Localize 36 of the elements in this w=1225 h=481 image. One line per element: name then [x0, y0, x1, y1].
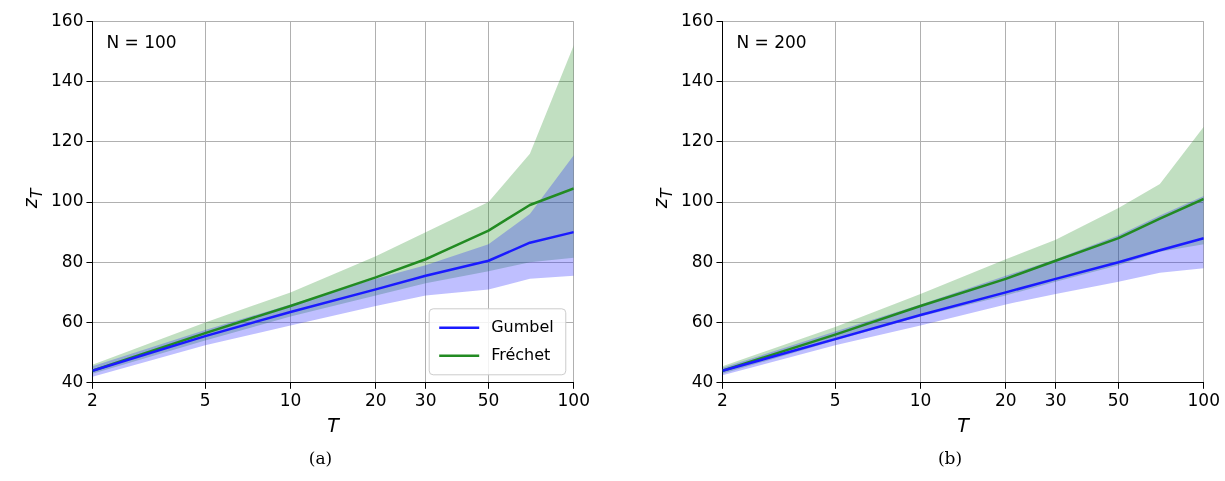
- x-tick-label: 50: [477, 390, 500, 411]
- y-tick-label: 160: [50, 9, 84, 30]
- text: (a): [307, 448, 334, 468]
- x-tick-label: 30: [1044, 390, 1066, 411]
- x-tick-label: 5: [829, 390, 841, 411]
- x-tick-label: 50: [1107, 390, 1129, 411]
- x-axis-title: T: [956, 413, 970, 436]
- x-tick-label: 30: [414, 390, 437, 411]
- x-tick-label: 2: [716, 390, 728, 411]
- y-tick-label: 140: [680, 69, 713, 90]
- y-tick-label: 60: [61, 310, 84, 331]
- y-tick-label: 120: [680, 130, 713, 151]
- y-tick-label: 80: [61, 250, 84, 271]
- x-tick-label: 10: [909, 390, 931, 411]
- y-tick-label: 100: [680, 190, 713, 211]
- x-tick-label: 100: [1187, 390, 1220, 411]
- y-tick-label: 160: [680, 9, 713, 30]
- y-tick-label: 40: [61, 371, 84, 392]
- y-tick-label: 120: [50, 130, 84, 151]
- x-tick-label: 2: [87, 390, 98, 411]
- annotation: N = 200: [735, 32, 807, 53]
- x-axis-title: T: [327, 413, 341, 436]
- x-tick-label: 100: [557, 390, 590, 411]
- y-tick-label: 40: [691, 371, 713, 392]
- y-tick-label: 80: [691, 250, 713, 271]
- y-tick-label: 60: [691, 310, 713, 331]
- y-tick-label: 140: [50, 69, 84, 90]
- x-tick-label: 20: [364, 390, 387, 411]
- legend-label: Fréchet: [491, 344, 551, 364]
- legend-label: Gumbel: [491, 316, 554, 336]
- x-tick-label: 5: [199, 390, 211, 411]
- x-tick-label: 10: [279, 390, 302, 411]
- y-tick-label: 100: [50, 190, 84, 211]
- annotation: N = 100: [106, 32, 177, 53]
- x-tick-label: 20: [994, 390, 1017, 411]
- text: (b): [936, 448, 964, 468]
